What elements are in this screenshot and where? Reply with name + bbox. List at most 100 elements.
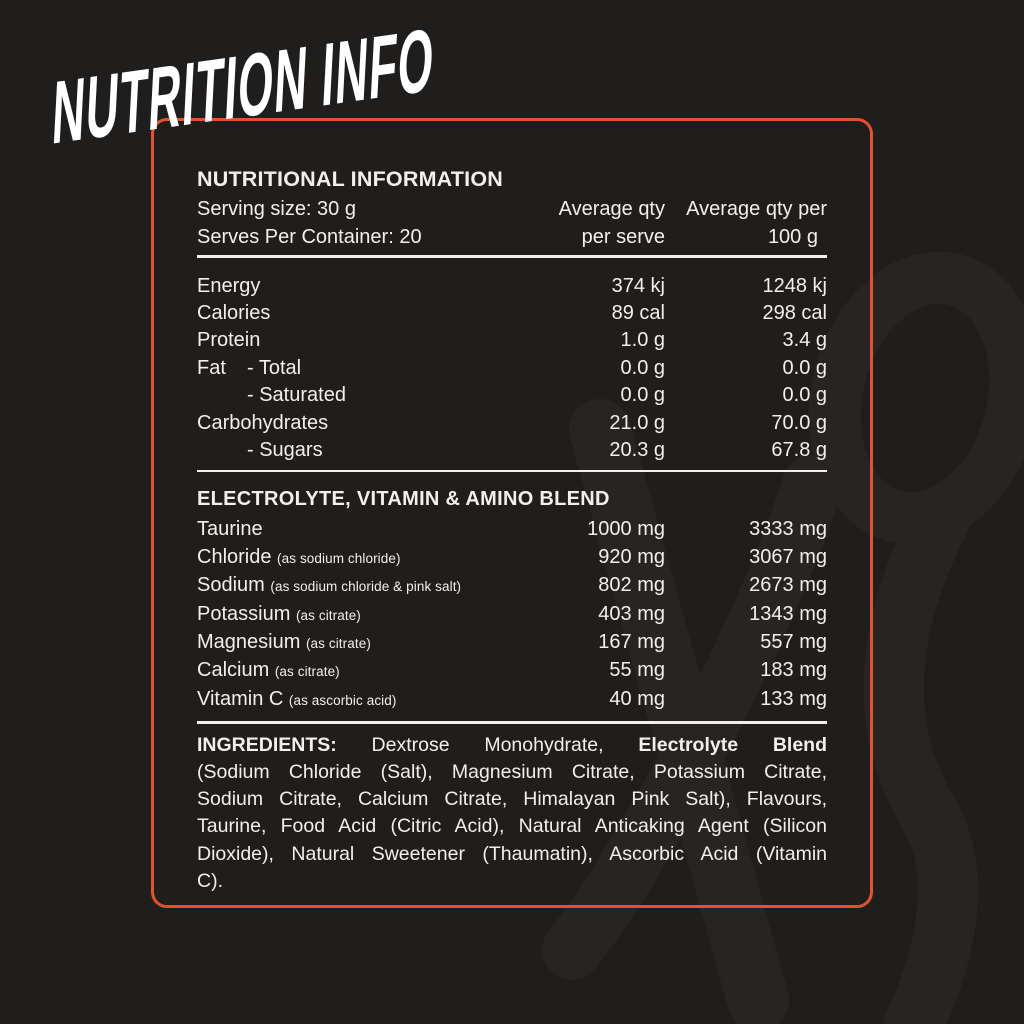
ingredients-line: (Sodium Chloride (Salt), Magnesium Citra… — [197, 759, 827, 786]
value-per-serve: 167 mg — [598, 630, 665, 653]
ingredients-text: Blend — [772, 733, 827, 756]
value-per-100g: 0.0 g — [782, 384, 827, 407]
value-per-100g: 183 mg — [760, 659, 827, 682]
value-per-serve: 920 mg — [598, 545, 665, 568]
ingredients-line: INGREDIENTS: Dextrose Monohydrate, Elect… — [197, 732, 827, 759]
ingredients-text: Monohydrate, — [484, 733, 604, 756]
table-row: - Saturated 0.0 g 0.0 g — [197, 382, 827, 409]
value-per-serve: 1000 mg — [587, 518, 665, 541]
value-per-100g: 298 cal — [762, 301, 828, 324]
serving-size: Serving size: 30 g — [197, 198, 356, 220]
row-label-text: Taurine — [197, 518, 263, 541]
row-sublabel: - Sugars — [247, 439, 323, 462]
row-label: Protein — [197, 327, 525, 354]
value-per-100g: 1343 mg — [749, 602, 827, 625]
table-row: Calcium (as citrate) 55 mg 183 mg — [197, 657, 827, 685]
ingredients-text: Dioxide), Natural Sweetener (Thaumatin),… — [197, 842, 827, 865]
value-per-100g: 3333 mg — [749, 518, 827, 541]
value-per-100g: 67.8 g — [771, 439, 827, 462]
table-row: Potassium (as citrate) 403 mg 1343 mg — [197, 601, 827, 629]
ingredients-line: Taurine, Food Acid (Citric Acid), Natura… — [197, 813, 827, 840]
table-row: Taurine 1000 mg 3333 mg — [197, 516, 827, 543]
row-label-text: Energy — [197, 274, 261, 297]
value-per-100g: 0.0 g — [782, 356, 827, 379]
value-per-serve: 55 mg — [609, 659, 665, 682]
value-per-serve: 0.0 g — [620, 356, 665, 379]
row-label: Potassium (as citrate) — [197, 601, 525, 629]
serves-per-container: Serves Per Container: 20 — [197, 225, 422, 248]
ingredients-text: C). — [197, 869, 223, 892]
value-per-serve: 89 cal — [611, 301, 665, 324]
row-label-text: Calories — [197, 301, 271, 324]
nutrition-panel: NUTRITIONAL INFORMATION Serving size: 30… — [151, 118, 873, 908]
row-sublabel: - Total — [247, 356, 302, 379]
row-label: Taurine — [197, 516, 525, 543]
value-per-100g: 557 mg — [760, 630, 827, 653]
table-row: Carbohydrates 21.0 g 70.0 g — [197, 410, 827, 437]
row-label: Sodium (as sodium chloride & pink salt) — [197, 572, 525, 600]
row-label: Carbohydrates — [197, 410, 525, 437]
row-label-text: Magnesium — [197, 630, 301, 653]
row-label-text: Vitamin C — [197, 687, 284, 710]
value-per-serve: 20.3 g — [609, 439, 665, 462]
divider — [197, 469, 827, 473]
row-note: (as citrate) — [305, 635, 371, 651]
table-row: - Sugars 20.3 g 67.8 g — [197, 437, 827, 464]
row-note: (as sodium chloride) — [277, 550, 401, 566]
panel-heading: NUTRITIONAL INFORMATION — [197, 167, 503, 191]
row-label: - Sugars — [197, 437, 525, 464]
serving-block: Serving size: 30 g Serves Per Container:… — [197, 196, 827, 251]
row-label-text: Chloride — [197, 545, 272, 568]
row-label: Calories — [197, 300, 525, 327]
table-row: Calories 89 cal 298 cal — [197, 300, 827, 327]
ingredients-paragraph: INGREDIENTS: Dextrose Monohydrate, Elect… — [197, 732, 827, 895]
value-per-serve: 1.0 g — [620, 329, 665, 352]
table-row: Sodium (as sodium chloride & pink salt) 8… — [197, 572, 827, 600]
value-per-serve: 40 mg — [609, 687, 665, 710]
divider — [197, 255, 827, 258]
row-note: (as sodium chloride & pink salt) — [270, 579, 462, 595]
value-per-100g: 70.0 g — [771, 411, 827, 434]
value-per-100g: 3067 mg — [749, 545, 827, 568]
table-row: Magnesium (as citrate) 167 mg 557 mg — [197, 629, 827, 657]
row-label: Energy — [197, 273, 525, 300]
row-sublabel: - Saturated — [247, 384, 346, 407]
table-row: Energy 374 kj 1248 kj — [197, 273, 827, 300]
ingredients-line: Dioxide), Natural Sweetener (Thaumatin),… — [197, 841, 827, 868]
value-per-100g: 3.4 g — [782, 329, 827, 352]
value-per-serve: 802 mg — [598, 574, 665, 597]
row-label-text: Calcium — [197, 659, 270, 682]
value-per-serve: 374 kj — [611, 274, 665, 297]
row-label-text: Carbohydrates — [197, 411, 329, 434]
row-label: Chloride (as sodium chloride) — [197, 544, 525, 572]
ingredients-line: C). — [197, 868, 827, 895]
panel-content: NUTRITIONAL INFORMATION Serving size: 30… — [154, 121, 870, 905]
ingredients-text: Electrolyte — [638, 733, 739, 756]
row-label: Magnesium (as citrate) — [197, 629, 525, 657]
value-per-serve: 21.0 g — [609, 411, 665, 434]
ingredients-line: Sodium Citrate, Calcium Citrate, Himalay… — [197, 786, 827, 813]
col-header-per-100g: Average qty per 100 g — [686, 198, 827, 248]
value-per-100g: 2673 mg — [749, 574, 827, 597]
row-label: Fat - Total — [197, 355, 525, 382]
serving-info: Serving size: 30 g Serves Per Container:… — [197, 196, 525, 251]
ingredients-text: Taurine, Food Acid (Citric Acid), Natura… — [197, 815, 827, 838]
value-per-100g: 1248 kj — [762, 274, 828, 297]
ingredients-text: (Sodium Chloride (Salt), Magnesium Citra… — [197, 761, 827, 784]
row-label-text: Fat — [197, 356, 226, 379]
value-per-serve: 403 mg — [598, 602, 665, 625]
row-note: (as citrate) — [274, 664, 340, 680]
ingredients-text: INGREDIENTS: — [197, 733, 337, 756]
col-header-per-serve: Average qty per serve — [558, 198, 665, 248]
row-label-text: Sodium — [197, 574, 265, 597]
row-note: (as ascorbic acid) — [288, 692, 397, 708]
nutrition-table: Energy 374 kj 1248 kj Calories 89 cal 298 cal… — [197, 273, 827, 465]
table-row: Protein 1.0 g 3.4 g — [197, 327, 827, 354]
blend-heading: ELECTROLYTE, VITAMIN & AMINO BLEND — [197, 488, 610, 511]
ingredients-text: Sodium Citrate, Calcium Citrate, Himalay… — [197, 788, 827, 811]
row-label-text: Potassium — [197, 602, 291, 625]
row-label: Vitamin C (as ascorbic acid) — [197, 686, 525, 714]
table-row: Chloride (as sodium chloride) 920 mg 3067 … — [197, 544, 827, 572]
table-row: Vitamin C (as ascorbic acid) 40 mg 133 mg — [197, 686, 827, 714]
row-label: Calcium (as citrate) — [197, 657, 525, 685]
